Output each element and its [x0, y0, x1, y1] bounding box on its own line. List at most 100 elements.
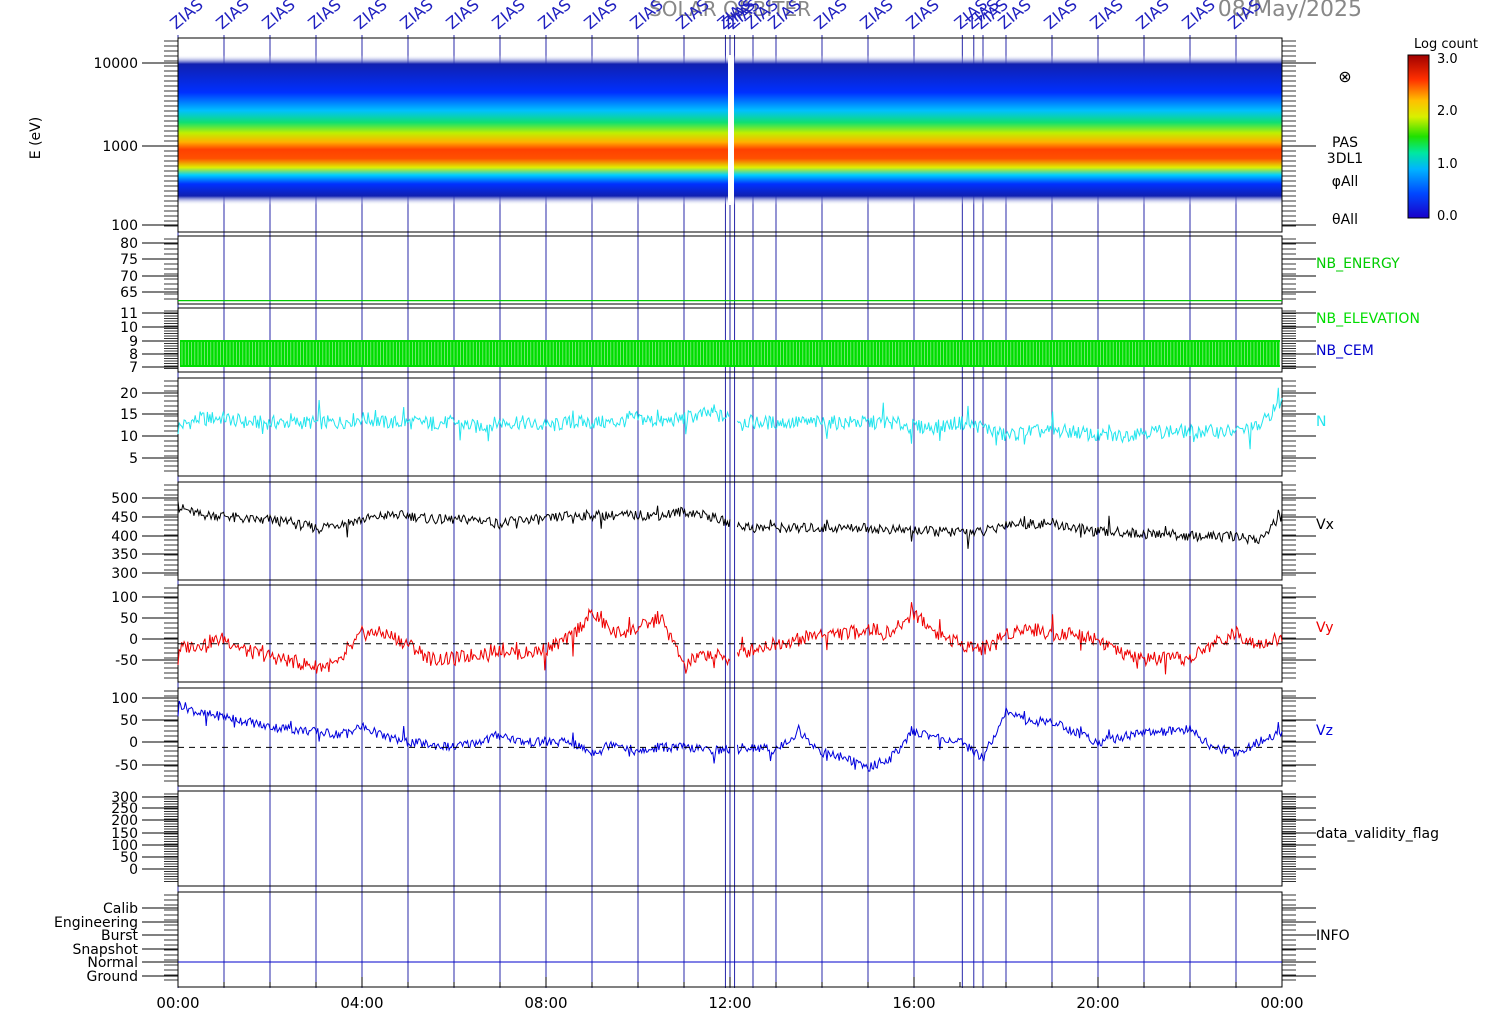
right-label: Vz [1316, 723, 1333, 739]
x-tick-label: 00:00 [156, 994, 199, 1012]
event-label: ZIAS [304, 0, 344, 33]
y-axis-label: E (eV) [28, 117, 44, 159]
spectrogram-gap [728, 55, 734, 205]
y-tick-label: 350 [111, 547, 138, 563]
mission-title: SOLAR ORBITER [649, 0, 811, 21]
y-tick-label: 20 [120, 386, 138, 402]
right-label: NB_CEM [1316, 343, 1374, 359]
panel-frame [177, 790, 1283, 887]
right-label: NB_ENERGY [1316, 256, 1400, 272]
event-label: ZIAS [902, 0, 942, 33]
y-tick-label: Calib [103, 901, 138, 917]
y-tick-label: 300 [111, 566, 138, 582]
y-tick-label: 0 [129, 862, 138, 878]
y-tick-label: 100 [111, 838, 138, 854]
x-tick-label: 20:00 [1076, 994, 1119, 1012]
event-label: ZIAS [350, 0, 390, 33]
series-density [177, 387, 1283, 450]
colorbar-title: Log count [1414, 37, 1478, 52]
colorbar: Log count 3.0 2.0 1.0 0.0 [1407, 37, 1478, 224]
y-tick-label: 7 [129, 360, 138, 376]
event-label: ZIAS [1086, 0, 1126, 33]
panels: 100001000100PAS3DL1φAllθAll80757065NB_EN… [28, 37, 1439, 988]
event-label: ZIAS [1132, 0, 1172, 33]
right-label: Vx [1316, 517, 1334, 533]
y-tick-label: 100 [111, 218, 138, 234]
event-label: ZIAS [534, 0, 574, 33]
y-tick-label: 400 [111, 529, 138, 545]
event-label: ZIAS [258, 0, 298, 33]
event-label: ZIAS [396, 0, 436, 33]
event-label: ZIAS [856, 0, 896, 33]
x-tick-label: 16:00 [892, 994, 935, 1012]
y-tick-label: 70 [120, 269, 138, 285]
x-tick-label: 08:00 [524, 994, 567, 1012]
series-velocity-z [177, 700, 1283, 772]
colorbar-tick-0: 0.0 [1437, 209, 1458, 224]
y-tick-label: 9 [129, 334, 138, 350]
y-tick-label: 100 [111, 691, 138, 707]
y-tick-label: 500 [111, 491, 138, 507]
y-tick-label: 200 [111, 813, 138, 829]
y-tick-label: 10 [120, 320, 138, 336]
y-tick-label: 150 [111, 826, 138, 842]
y-tick-label: Engineering [54, 915, 138, 931]
y-tick-label: 100 [111, 590, 138, 606]
y-tick-label: Burst [101, 928, 139, 944]
y-tick-label: 250 [111, 801, 138, 817]
panel-info-modes: CalibEngineeringBurstSnapshotNormalGroun… [54, 891, 1350, 988]
spectrogram-symbol: ⊗ [1338, 67, 1351, 86]
y-tick-label: 8 [129, 347, 138, 363]
colorbar-tick-1: 1.0 [1437, 157, 1458, 172]
panel-frame [177, 307, 1283, 373]
nb-elevation-band [180, 340, 1280, 367]
right-label: φAll [1332, 174, 1359, 190]
event-label: ZIAS [442, 0, 482, 33]
right-label: N [1316, 414, 1326, 430]
y-tick-label: 300 [111, 790, 138, 806]
y-tick-label: 1000 [102, 139, 138, 155]
panel-velocity-z: 100 50 0 -50 Vz [111, 687, 1333, 787]
spectrogram-panel: ⊗ [178, 55, 1352, 205]
header: SOLAR ORBITER 08/May/2025 [649, 0, 1362, 22]
y-tick-label: -50 [115, 758, 138, 774]
panel-frame [177, 37, 1283, 233]
right-label: θAll [1332, 212, 1358, 228]
event-label: ZIAS [212, 0, 252, 33]
right-label: NB_ELEVATION [1316, 311, 1420, 327]
y-tick-label: 450 [111, 510, 138, 526]
right-label: INFO [1316, 928, 1350, 944]
y-tick-label: 10 [120, 429, 138, 445]
y-tick-label: 50 [120, 611, 138, 627]
y-tick-label: 0 [129, 632, 138, 648]
panel-frame [177, 235, 1283, 305]
event-label: ZIAS [1040, 0, 1080, 33]
right-label: data_validity_flag [1316, 826, 1439, 842]
series-velocity-x [177, 500, 1283, 549]
y-tick-label: Snapshot [73, 942, 139, 958]
x-axis: 00:00 04:00 08:00 12:00 16:00 20:00 00:00 [156, 977, 1304, 1012]
event-label: ZIAS [810, 0, 850, 33]
event-label: ZIAS [488, 0, 528, 33]
x-tick-label: 00:00 [1260, 994, 1303, 1012]
panel-density: 20 15 10 5 N [120, 377, 1326, 477]
panel-frame [177, 481, 1283, 581]
y-tick-label: Normal [87, 955, 138, 971]
y-tick-label: Ground [87, 969, 139, 985]
panel-velocity-y: 100 50 0 -50 Vy [111, 584, 1334, 683]
y-tick-label: -50 [115, 653, 138, 669]
y-tick-label: 0 [129, 735, 138, 751]
y-tick-label: 50 [120, 850, 138, 866]
colorbar-tick-2: 2.0 [1437, 104, 1458, 119]
event-label: ZIAS [580, 0, 620, 33]
right-label: Vy [1316, 620, 1334, 636]
plot-date: 08/May/2025 [1218, 0, 1362, 22]
right-label: PAS [1332, 135, 1358, 151]
y-tick-label: 65 [120, 285, 138, 301]
y-tick-label: 11 [120, 306, 138, 322]
